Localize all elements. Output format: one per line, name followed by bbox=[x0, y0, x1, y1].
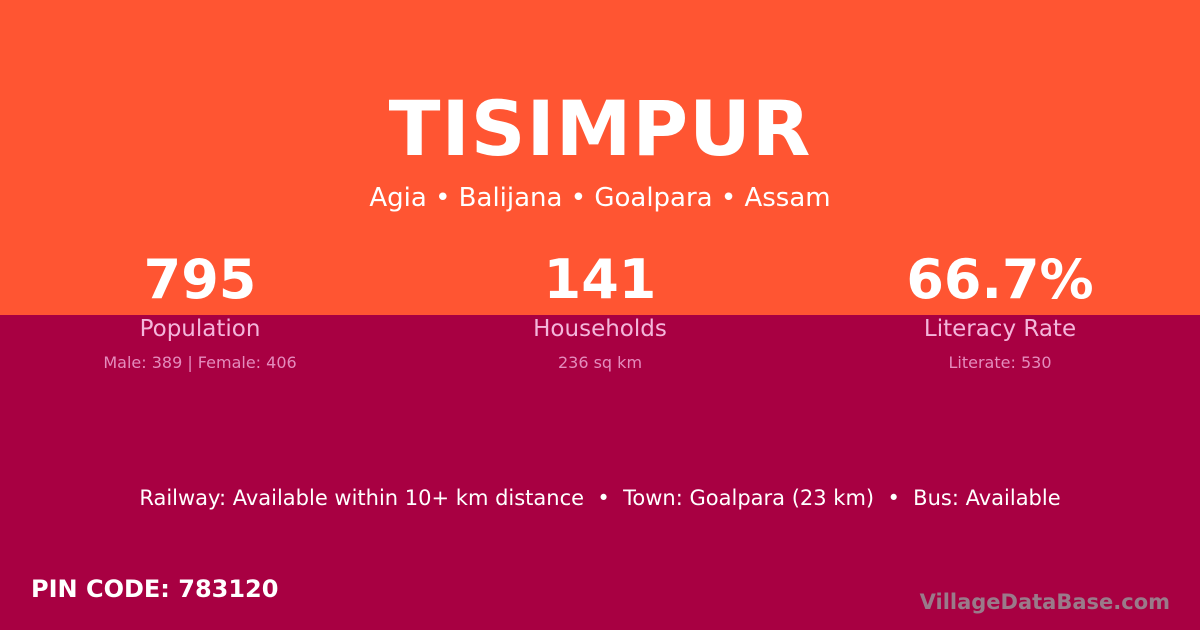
transport-info: Railway: Available within 10+ km distanc… bbox=[139, 486, 1061, 510]
brand-logo: VillageDataBase.com bbox=[919, 590, 1170, 614]
stat-literacy: 66.7% Literacy Rate Literate: 530 bbox=[800, 248, 1200, 372]
stat-label: Population bbox=[139, 316, 261, 342]
pin-code: PIN CODE: 783120 bbox=[31, 575, 279, 603]
stat-label: Households bbox=[533, 316, 667, 342]
stat-value: 795 bbox=[143, 248, 257, 311]
stat-detail: 236 sq km bbox=[557, 353, 643, 372]
stat-detail: Literate: 530 bbox=[948, 353, 1052, 372]
location-breadcrumb: Agia • Balijana • Goalpara • Assam bbox=[369, 183, 831, 213]
stat-value: 66.7% bbox=[906, 248, 1094, 311]
stat-population: 795 Population Male: 389 | Female: 406 bbox=[0, 248, 400, 372]
stat-detail: Male: 389 | Female: 406 bbox=[103, 353, 297, 372]
header-band bbox=[0, 0, 1200, 315]
village-title: TISIMPUR bbox=[388, 84, 812, 173]
stat-households: 141 Households 236 sq km bbox=[400, 248, 800, 372]
stat-value: 141 bbox=[543, 248, 657, 311]
stat-label: Literacy Rate bbox=[923, 316, 1077, 342]
